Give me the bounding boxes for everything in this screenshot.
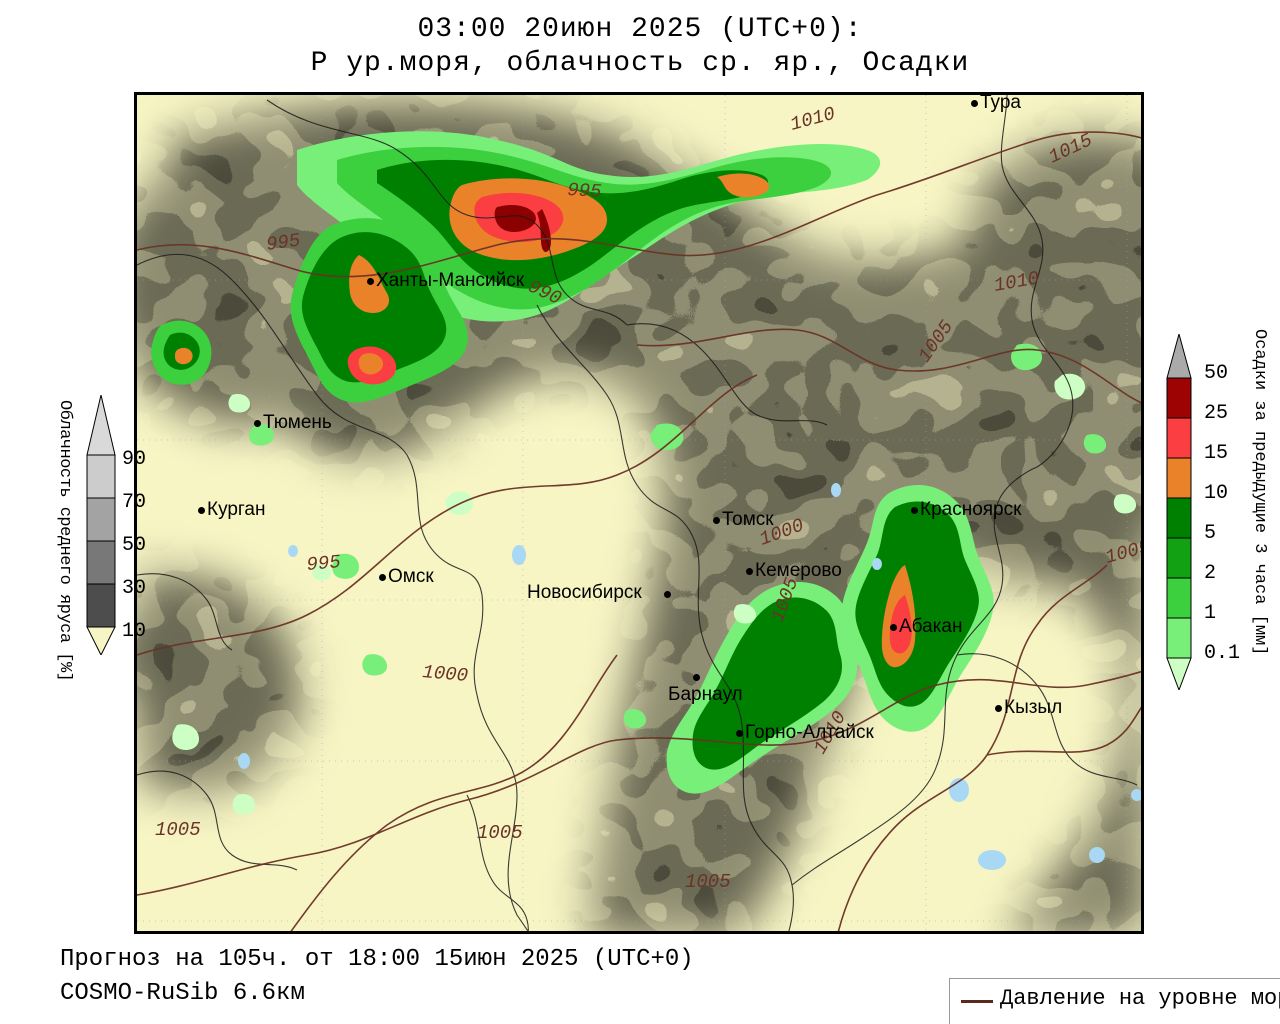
svg-text:995: 995: [306, 551, 342, 576]
svg-text:1005: 1005: [685, 871, 731, 893]
svg-text:995: 995: [567, 179, 602, 203]
svg-text:1005: 1005: [155, 819, 201, 841]
svg-text:1005: 1005: [477, 822, 523, 844]
svg-text:1000: 1000: [421, 661, 468, 687]
